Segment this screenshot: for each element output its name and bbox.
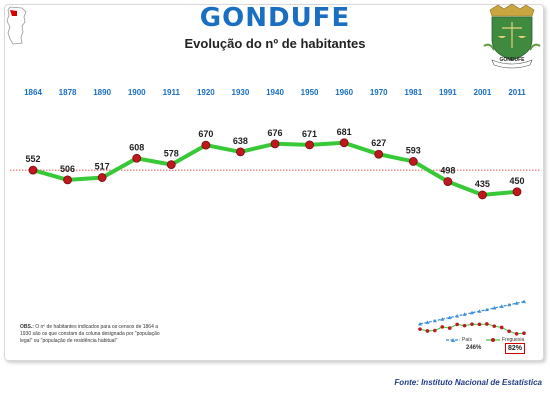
data-point bbox=[63, 175, 72, 185]
inset-freguesia-point bbox=[470, 322, 474, 326]
legend-pais-icon bbox=[446, 338, 460, 342]
inset-pais-marker bbox=[484, 307, 489, 312]
inset-freguesia-point bbox=[499, 325, 504, 330]
x-tick-label: 1981 bbox=[404, 88, 422, 97]
legend-pais-label: País bbox=[462, 337, 473, 343]
freguesia-percent: 82% bbox=[505, 343, 525, 354]
note-label: OBS.: bbox=[20, 324, 34, 330]
inset-freguesia-point bbox=[440, 325, 445, 329]
data-point bbox=[512, 187, 522, 197]
data-point bbox=[408, 157, 418, 166]
inset-pais-marker bbox=[477, 309, 482, 313]
data-label: 578 bbox=[164, 149, 179, 159]
inset-freguesia-point bbox=[514, 332, 519, 336]
page-title: GONDUFE bbox=[199, 3, 351, 33]
source-credit: Fonte: Instituto Nacional de Estatística bbox=[394, 378, 542, 387]
data-label: 552 bbox=[25, 154, 40, 164]
inset-pais-marker bbox=[455, 314, 460, 318]
x-tick-label: 1920 bbox=[197, 88, 215, 97]
inset-pais-marker bbox=[470, 310, 474, 315]
x-tick-label: 1940 bbox=[266, 88, 284, 97]
inset-freguesia-point bbox=[418, 327, 422, 331]
population-chart: 1864 1878 1890 1900 1911 1920 1930 1940 1950 1960… bbox=[10, 88, 540, 200]
data-label: 435 bbox=[475, 179, 490, 189]
x-tick-label: 1900 bbox=[128, 88, 146, 97]
inset-freguesia-point bbox=[485, 322, 489, 326]
inset-chart bbox=[418, 299, 526, 336]
data-point bbox=[478, 190, 487, 200]
data-point bbox=[28, 165, 38, 175]
data-label: 608 bbox=[129, 142, 144, 152]
inset-pais-marker bbox=[440, 317, 445, 321]
data-label: 498 bbox=[440, 166, 455, 176]
pais-percent: 246% bbox=[466, 345, 482, 351]
inset-freguesia-point bbox=[455, 322, 459, 327]
data-point bbox=[305, 140, 314, 150]
inset-pais-marker bbox=[425, 320, 430, 324]
legend-freguesia-label: Freguesia bbox=[502, 337, 525, 343]
data-point bbox=[236, 147, 245, 157]
x-tick-label: 1991 bbox=[439, 88, 457, 97]
data-point bbox=[374, 149, 384, 159]
data-label: 450 bbox=[509, 176, 524, 186]
data-label: 676 bbox=[267, 128, 282, 138]
inset-freguesia-point bbox=[462, 323, 467, 328]
inset-pais-marker bbox=[432, 318, 437, 323]
data-point bbox=[270, 139, 280, 149]
inset-freguesia-point bbox=[447, 326, 452, 330]
data-point bbox=[201, 140, 211, 150]
data-label: 593 bbox=[406, 145, 421, 155]
x-tick-label: 1960 bbox=[335, 88, 353, 97]
x-tick-label: 1930 bbox=[232, 88, 250, 97]
data-point bbox=[132, 153, 142, 163]
inset-pais-marker bbox=[447, 315, 452, 320]
inset-freguesia-point bbox=[477, 322, 482, 327]
inset-freguesia-point bbox=[425, 329, 430, 333]
x-tick-label: 1950 bbox=[301, 88, 319, 97]
x-tick-label: 1911 bbox=[163, 88, 181, 97]
inset-pais-marker bbox=[514, 301, 519, 305]
inset-pais-marker bbox=[492, 306, 497, 310]
inset-freguesia-point bbox=[507, 329, 511, 334]
inset-pais-marker bbox=[522, 299, 526, 304]
data-label: 506 bbox=[60, 164, 75, 174]
data-label: 671 bbox=[302, 129, 317, 139]
data-point bbox=[443, 177, 453, 186]
chart-subtitle: Evolução do nº de habitantes bbox=[184, 36, 366, 51]
x-tick-label: 2011 bbox=[508, 88, 526, 97]
crest-label: GONDUFE bbox=[499, 57, 525, 63]
inset-pais-marker bbox=[499, 304, 504, 308]
x-tick-label: 1878 bbox=[59, 88, 77, 97]
x-tick-label: 2001 bbox=[474, 88, 492, 97]
inset-freguesia-point bbox=[522, 331, 526, 335]
coat-of-arms-icon bbox=[483, 3, 541, 69]
inset-freguesia-point bbox=[492, 324, 497, 328]
data-point bbox=[339, 138, 349, 148]
inset-freguesia-point bbox=[433, 328, 437, 333]
data-label: 638 bbox=[233, 136, 248, 146]
data-label: 517 bbox=[95, 162, 110, 172]
legend-freguesia-icon bbox=[486, 338, 500, 342]
data-label: 627 bbox=[371, 138, 386, 148]
observation-note: OBS.: O nº de habitantes indicados para … bbox=[20, 324, 170, 345]
inset-pais-marker bbox=[418, 322, 422, 326]
x-tick-label: 1890 bbox=[93, 88, 111, 97]
inset-pais-marker bbox=[507, 302, 512, 307]
portugal-map-icon bbox=[6, 6, 27, 45]
data-point bbox=[97, 173, 107, 182]
data-label: 670 bbox=[198, 129, 213, 139]
inset-pais-marker bbox=[462, 312, 467, 316]
x-tick-label: 1864 bbox=[24, 88, 42, 97]
note-text: O nº de habitantes indicados para os cen… bbox=[20, 324, 160, 344]
data-label: 681 bbox=[337, 127, 352, 137]
x-tick-label: 1970 bbox=[370, 88, 388, 97]
data-point bbox=[166, 160, 176, 170]
